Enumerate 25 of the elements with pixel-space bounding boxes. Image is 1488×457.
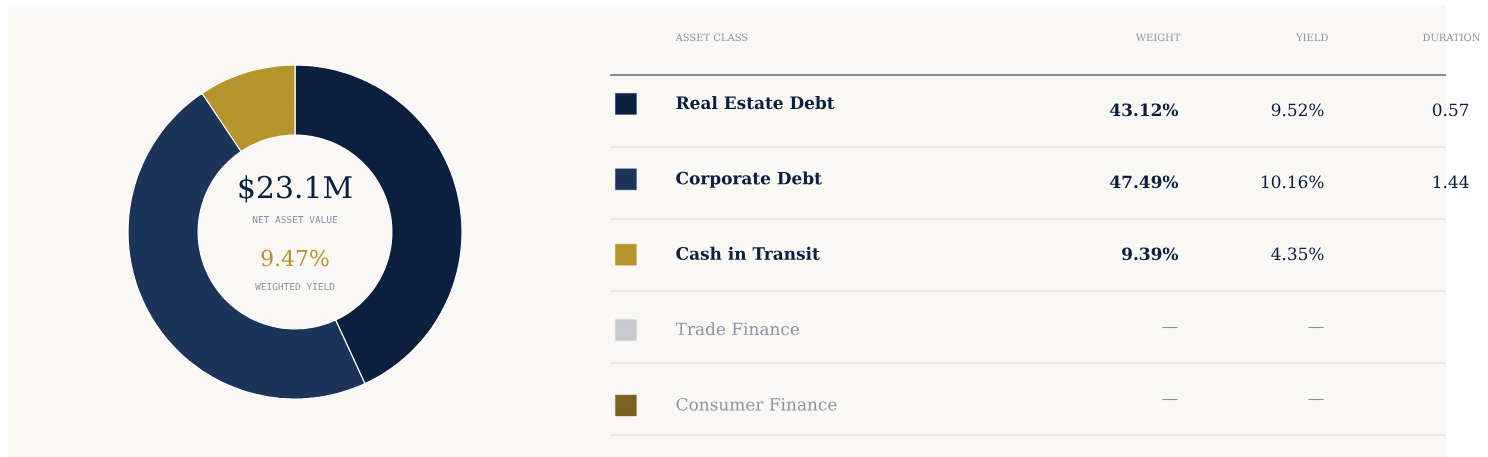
text: 9.52% (1271, 103, 1324, 117)
legend-label: Corporate Debt (676, 171, 822, 188)
text: $23.1M (239, 175, 352, 203)
text: — (1162, 326, 1178, 329)
data-label: 47.49% (1110, 175, 1179, 189)
data-label: 9.39% (1122, 247, 1179, 261)
legend-label: Trade Finance (675, 322, 800, 336)
text: — (1308, 398, 1324, 401)
text: — (1308, 326, 1324, 329)
text: 1.44 (1433, 175, 1469, 189)
text: DURATION (1423, 33, 1481, 42)
legend-label: Consumer Finance (676, 397, 837, 411)
text: — (1162, 398, 1178, 401)
text: NET ASSET VALUE (252, 215, 338, 224)
text: WEIGHT (1135, 33, 1181, 42)
legend-label: Cash in Transit (676, 246, 820, 260)
text: 10.16% (1261, 175, 1324, 189)
text: YIELD (1296, 33, 1328, 41)
legend-label: Real Estate Debt (676, 96, 835, 110)
text: 4.35% (1271, 247, 1324, 261)
text: WEIGHTED YIELD (255, 282, 335, 291)
data-label: 43.12% (1110, 103, 1179, 117)
text: 9.47% (261, 249, 329, 267)
text: 0.57 (1432, 103, 1469, 117)
text: ASSET CLASS (675, 33, 748, 42)
